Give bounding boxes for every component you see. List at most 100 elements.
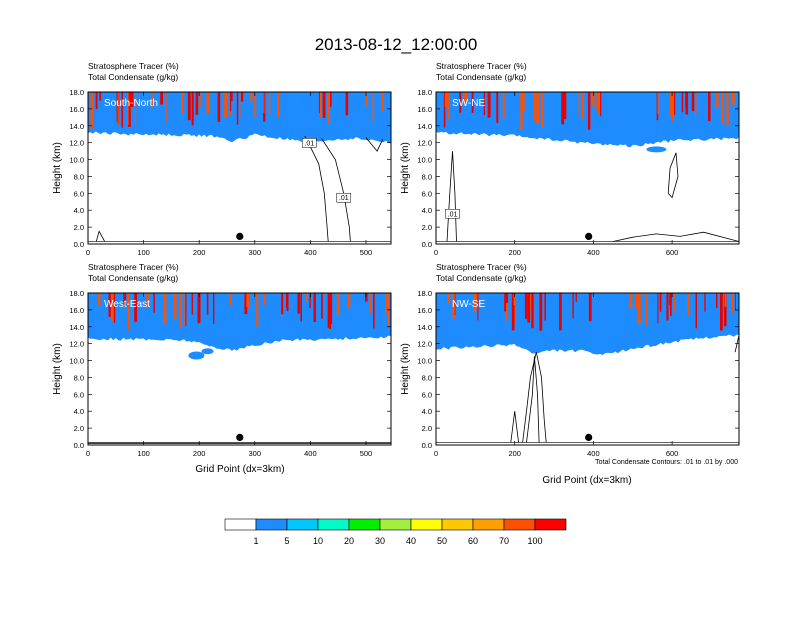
colorbar-swatch xyxy=(472,518,505,531)
x-tick-label: 400 xyxy=(304,248,317,257)
colorbar-tick-label: 50 xyxy=(437,536,447,546)
tracer-streak xyxy=(704,293,706,312)
tracer-streak xyxy=(181,92,184,114)
tracer-streak xyxy=(90,92,93,129)
colorbar: 1 5 10 20 30 40 50 60 70 100 xyxy=(224,518,567,546)
y-tick-label: 18.0 xyxy=(69,289,84,298)
panel-label: West-East xyxy=(104,299,150,310)
colorbar-swatch xyxy=(317,518,350,531)
tracer-streak xyxy=(130,92,134,107)
colorbar-swatch xyxy=(224,518,257,531)
tracer-streak xyxy=(581,92,584,120)
x-tick-label: 500 xyxy=(360,449,373,458)
heading-tracer: Stratosphere Tracer (%) xyxy=(436,61,527,71)
y-tick-label: 6.0 xyxy=(422,189,432,198)
tracer-streak xyxy=(127,293,129,331)
panel-label: NW-SE xyxy=(452,299,485,310)
tracer-streak xyxy=(134,293,138,322)
y-tick-label: 10.0 xyxy=(417,156,432,165)
tracer-streak xyxy=(110,293,113,322)
tracer-streak xyxy=(197,293,201,324)
colorbar-swatch xyxy=(255,518,288,531)
heading-tracer: Stratosphere Tracer (%) xyxy=(88,262,179,272)
tracer-streak xyxy=(321,293,323,319)
x-axis-label-right: Grid Point (dx=3km) xyxy=(542,475,631,486)
tracer-streak xyxy=(236,92,239,125)
tracer-streak xyxy=(527,293,530,321)
tracer-streak xyxy=(224,92,227,118)
tracer-streak xyxy=(153,293,155,313)
tracer-streak xyxy=(263,92,265,113)
tracer-streak xyxy=(305,293,308,302)
tracer-streak xyxy=(731,92,735,105)
colorbar-tick-label: 10 xyxy=(313,536,323,546)
colorbar-tick-label: 40 xyxy=(406,536,416,546)
tracer-streak xyxy=(716,293,718,309)
y-tick-label: 10.0 xyxy=(69,156,84,165)
panel-label: SW-NE xyxy=(452,98,485,109)
tracer-streak xyxy=(657,92,659,115)
y-tick-label: 16.0 xyxy=(417,306,432,315)
y-tick-label: 14.0 xyxy=(417,323,432,332)
tracer-streak xyxy=(369,293,372,313)
tracer-streak xyxy=(330,293,333,325)
colorbar-swatch xyxy=(441,518,474,531)
tracer-streak xyxy=(536,92,540,124)
tracer-streak xyxy=(657,293,659,324)
y-tick-label: 2.0 xyxy=(422,424,432,433)
panel-south-north: .01 .01 South-North Stratosphere Tracer (%)… xyxy=(52,61,392,257)
tracer-streak xyxy=(505,293,508,321)
x-tick-label: 0 xyxy=(434,248,438,257)
y-tick-label: 8.0 xyxy=(422,172,432,181)
tracer-streak xyxy=(691,92,695,112)
condensate-contour xyxy=(667,152,679,199)
location-marker xyxy=(585,433,593,441)
tracer-streak xyxy=(185,293,187,327)
tracer-streak xyxy=(246,293,250,307)
page-title: 2013-08-12_12:00:00 xyxy=(315,35,478,54)
tracer-streak xyxy=(670,92,672,116)
y-tick-label: 6.0 xyxy=(422,390,432,399)
tracer-streak xyxy=(99,92,102,101)
tracer-streak xyxy=(336,293,340,315)
tracer-streak xyxy=(297,92,298,107)
tracer-streak xyxy=(179,293,182,328)
blue-blob xyxy=(188,351,205,360)
panel-label: South-North xyxy=(104,98,158,109)
y-tick-label: 16.0 xyxy=(69,105,84,114)
tracer-streak xyxy=(277,92,280,118)
condensate-contour xyxy=(365,137,384,152)
tracer-streak xyxy=(448,92,450,120)
heading-condensate: Total Condensate (g/kg) xyxy=(436,273,526,283)
tracer-streak xyxy=(127,92,129,126)
plot-area xyxy=(88,293,391,444)
tracer-streak xyxy=(163,293,167,324)
x-tick-label: 600 xyxy=(666,449,679,458)
condensate-contour xyxy=(510,411,519,443)
y-tick-label: 8.0 xyxy=(74,172,84,181)
x-tick-label: 200 xyxy=(508,449,521,458)
panel-nw-se: NW-SE Stratosphere Tracer (%)Total Conden… xyxy=(400,262,740,458)
tracer-streak xyxy=(687,293,690,315)
location-marker xyxy=(236,433,244,441)
tracer-streak xyxy=(734,293,736,311)
colorbar-tick-label: 60 xyxy=(468,536,478,546)
y-tick-label: 4.0 xyxy=(422,407,432,416)
tracer-streak xyxy=(524,293,528,319)
tracer-streak xyxy=(505,293,509,303)
y-tick-label: 18.0 xyxy=(417,88,432,97)
tracer-streak xyxy=(244,293,248,314)
y-tick-label: 10.0 xyxy=(69,357,84,366)
tracer-streak xyxy=(731,293,734,314)
y-tick-label: 12.0 xyxy=(417,139,432,148)
colorbar-tick-label: 5 xyxy=(284,536,289,546)
x-tick-label: 400 xyxy=(587,248,600,257)
tracer-streak xyxy=(327,293,331,328)
x-tick-label: 100 xyxy=(137,449,150,458)
tracer-streak xyxy=(598,92,601,113)
x-tick-label: 100 xyxy=(137,248,150,257)
tracer-streak xyxy=(254,92,257,117)
tracer-streak xyxy=(459,92,462,113)
tracer-streak xyxy=(365,293,368,302)
